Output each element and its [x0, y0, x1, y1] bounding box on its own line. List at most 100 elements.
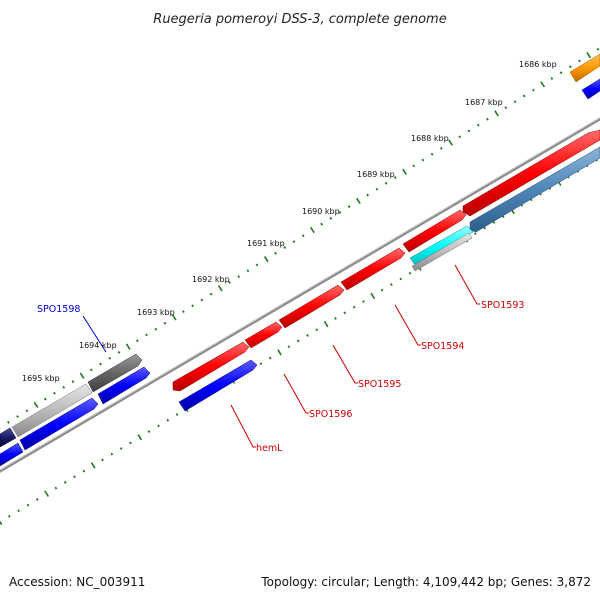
- outer-ruler-tick: [79, 372, 85, 379]
- feature-cyan[interactable]: [409, 225, 474, 267]
- tick-label: 1689 kbp: [357, 170, 395, 179]
- tick-label: 1691 kbp: [247, 239, 285, 248]
- outer-ruler-tick: [125, 343, 131, 350]
- outer-ruler-tick: [513, 100, 517, 104]
- tick-label: 1690 kbp: [302, 207, 340, 216]
- outer-ruler-tick: [200, 298, 204, 302]
- tick-label: 1692 kbp: [192, 275, 230, 284]
- inner-ruler-tick: [473, 232, 477, 236]
- outer-ruler-tick: [448, 139, 453, 146]
- inner-ruler-tick: [110, 452, 114, 456]
- outer-ruler-tick: [393, 176, 397, 179]
- feature-red-hemL[interactable]: [172, 341, 250, 392]
- outer-ruler-tick: [228, 281, 231, 284]
- feature-gray-left[interactable]: [11, 383, 93, 438]
- outer-ruler-tick: [578, 59, 581, 63]
- feature-orange[interactable]: [569, 53, 600, 83]
- feature-darkgray-spo1598[interactable]: [87, 353, 143, 393]
- outer-ruler-tick: [182, 310, 185, 313]
- outer-ruler-tick: [375, 187, 379, 191]
- inner-ruler-tick: [334, 317, 337, 320]
- inner-ruler-tick: [268, 356, 272, 360]
- outer-ruler-tick: [255, 263, 259, 267]
- outer-ruler-tick: [550, 77, 554, 80]
- outer-ruler-tick: [310, 226, 315, 234]
- outer-ruler-tick: [320, 222, 323, 226]
- feature-blue-left-a[interactable]: [97, 366, 151, 405]
- outer-ruler-tick: [356, 197, 361, 205]
- outer-ruler-tick: [33, 401, 39, 409]
- outer-ruler-tick: [347, 205, 351, 209]
- outer-ruler-tick: [274, 251, 277, 255]
- outer-ruler-tick: [366, 193, 369, 197]
- feature-red-spo1596[interactable]: [244, 321, 283, 349]
- feature-navy-left[interactable]: [0, 427, 17, 448]
- inner-ruler-tick: [343, 311, 347, 315]
- inner-ruler-tick: [483, 226, 486, 230]
- inner-ruler-tick: [0, 520, 3, 526]
- gene-label-spo1594[interactable]: SPO1594: [421, 341, 464, 352]
- inner-ruler-tick: [287, 345, 291, 349]
- outer-ruler-tick: [402, 168, 407, 175]
- outer-ruler-tick: [504, 106, 508, 109]
- outer-ruler-tick: [586, 51, 592, 59]
- tick-label: 1688 kbp: [411, 134, 449, 143]
- feature-red-spo1594[interactable]: [402, 209, 467, 253]
- outer-ruler-tick: [301, 234, 305, 238]
- scale-tick-labels: 1686 kbp 1687 kbp 1688 kbp 1689 kbp 1690…: [22, 60, 557, 383]
- inner-ruler-tick: [362, 300, 365, 303]
- accession-text: Accession: NC_003911: [9, 575, 145, 589]
- outer-ruler-tick: [596, 47, 600, 51]
- feature-blue-topright[interactable]: [581, 78, 600, 100]
- inner-ruler-tick: [90, 462, 96, 469]
- inner-ruler-tick: [399, 277, 403, 281]
- outer-ruler-tick: [209, 292, 213, 296]
- outer-ruler-tick: [412, 164, 416, 168]
- inner-ruler-tick: [390, 283, 393, 286]
- outer-ruler-tick: [458, 135, 462, 139]
- feature-steelblue[interactable]: [469, 146, 600, 233]
- outer-ruler-tick: [191, 304, 194, 308]
- feature-red-spo1595b[interactable]: [278, 284, 345, 329]
- outer-ruler-tick: [145, 333, 148, 337]
- gene-label-spo1596[interactable]: SPO1596: [309, 409, 352, 420]
- inner-ruler-tick: [352, 305, 356, 309]
- outer-ruler-tick: [486, 117, 489, 121]
- outer-ruler-tick: [384, 181, 388, 185]
- tick-label: 1686 kbp: [519, 60, 557, 69]
- inner-ruler-tick: [296, 339, 300, 343]
- outer-ruler-tick: [154, 327, 158, 331]
- outer-ruler-tick: [476, 123, 480, 127]
- feature-blue-left-b[interactable]: [19, 397, 99, 451]
- feature-gray-right[interactable]: [411, 232, 473, 272]
- outer-ruler-tick: [522, 94, 526, 98]
- inner-ruler-tick: [73, 475, 76, 479]
- outer-ruler-tick: [237, 275, 241, 279]
- outer-ruler-tick: [62, 385, 66, 389]
- callout-line-hemL: [230, 404, 256, 448]
- tick-label: 1694 kbp: [79, 341, 117, 350]
- inner-ruler-tick: [370, 292, 376, 300]
- gene-label-spo1595[interactable]: SPO1595: [358, 379, 401, 390]
- feature-blue-hemL[interactable]: [178, 359, 258, 412]
- gene-label-hemL[interactable]: hemL: [256, 443, 283, 454]
- inner-ruler-tick: [63, 481, 67, 484]
- outer-ruler-tick: [25, 409, 29, 413]
- outer-ruler-tick: [540, 81, 546, 88]
- outer-ruler-tick: [568, 65, 572, 69]
- feature-red-spo1593[interactable]: [462, 129, 600, 217]
- callout-line-spo1593: [454, 264, 480, 305]
- gene-label-spo1593[interactable]: SPO1593: [481, 300, 524, 311]
- outer-ruler-tick: [99, 362, 102, 366]
- inner-ruler-tick: [408, 271, 412, 275]
- outer-ruler-tick: [163, 321, 167, 325]
- feature-red-spo1595a[interactable]: [340, 247, 406, 291]
- outer-ruler-tick: [43, 397, 47, 401]
- inner-ruler-tick: [54, 486, 58, 490]
- gene-label-spo1598[interactable]: SPO1598: [37, 304, 80, 315]
- feature-blue-left-c[interactable]: [0, 442, 24, 467]
- inner-ruler-tick: [137, 434, 143, 441]
- inner-ruler-tick: [7, 514, 11, 518]
- inner-ruler-tick: [147, 430, 151, 433]
